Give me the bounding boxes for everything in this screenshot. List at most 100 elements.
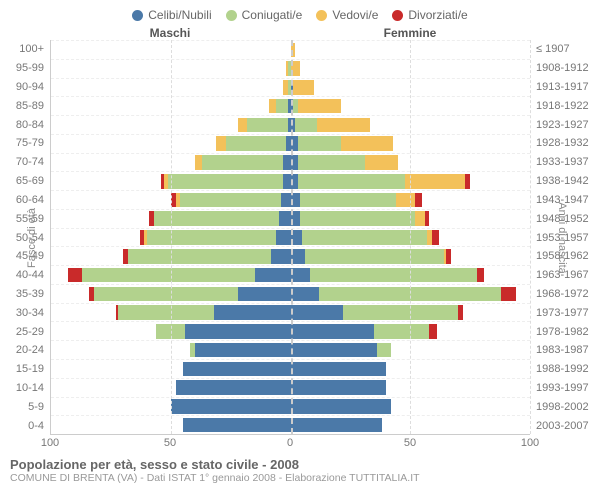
bar-segment-coniugati [374,324,429,339]
bar-segment-celibi [195,343,291,358]
y-axis-label-right: Anni di nascita [556,202,568,274]
age-label: 15-19 [0,360,44,379]
bar-segment-vedovi [293,80,315,95]
bar-segment-vedovi [216,136,226,151]
age-label: 30-34 [0,303,44,322]
bar-segment-celibi [281,193,291,208]
bar-segment-celibi [291,418,382,433]
bar-segment-divorziati [477,268,484,283]
bar-segment-coniugati [298,174,406,189]
legend-swatch [392,10,403,21]
age-label: 70-74 [0,153,44,172]
bar-segment-vedovi [365,155,399,170]
bar-segment-vedovi [238,118,248,133]
bar-segment-celibi [279,211,291,226]
bar-segment-vedovi [269,99,276,114]
bar-segment-coniugati [343,305,458,320]
footer: Popolazione per età, sesso e stato civil… [0,453,600,484]
x-tick: 100 [41,437,59,449]
stacked-bar [291,324,437,339]
age-label: 40-44 [0,266,44,285]
bar-segment-coniugati [300,211,415,226]
bar-segment-coniugati [118,305,214,320]
plot-area [50,40,530,435]
age-label: 90-94 [0,78,44,97]
stacked-bar [156,324,290,339]
birth-label: 2003-2007 [536,416,600,435]
birth-label: 1928-1932 [536,134,600,153]
stacked-bar [291,118,370,133]
stacked-bar [216,136,290,151]
bar-segment-celibi [291,324,375,339]
birth-label: 1973-1977 [536,303,600,322]
x-axis: 10050050100 [50,435,530,453]
bar-segment-celibi [238,287,291,302]
birth-label: 1908-1912 [536,59,600,78]
legend-label: Celibi/Nubili [148,8,211,22]
age-label: 75-79 [0,134,44,153]
legend: Celibi/Nubili Coniugati/e Vedovi/e Divorzia… [0,0,600,26]
legend-label: Divorziati/e [408,8,467,22]
bar-segment-coniugati [298,136,341,151]
age-label: 65-69 [0,172,44,191]
stacked-bar [291,287,516,302]
bar-segment-coniugati [305,249,444,264]
bar-segment-coniugati [276,99,288,114]
header-male: Maschi [50,26,290,40]
bar-segment-celibi [283,174,290,189]
stacked-bar [171,399,291,414]
bar-segment-divorziati [501,287,515,302]
bar-segment-celibi [171,399,291,414]
age-label: 25-29 [0,322,44,341]
bar-segment-celibi [291,305,344,320]
stacked-bar [291,174,471,189]
birth-label: 1948-1952 [536,209,600,228]
bar-segment-celibi [291,380,387,395]
bar-segment-vedovi [415,211,425,226]
age-label: 35-39 [0,285,44,304]
bar-segment-vedovi [317,118,370,133]
bar-segment-celibi [291,343,377,358]
bar-segment-celibi [183,362,291,377]
chart-subtitle: COMUNE DI BRENTA (VA) - Dati ISTAT 1° ge… [10,472,590,484]
bar-segment-coniugati [147,230,276,245]
bar-segment-coniugati [94,287,238,302]
stacked-bar [123,249,291,264]
age-label: 10-14 [0,379,44,398]
bar-segment-divorziati [425,211,430,226]
stacked-bar [291,136,394,151]
legend-swatch [132,10,143,21]
age-label: 95-99 [0,59,44,78]
age-label: 85-89 [0,96,44,115]
stacked-bar [291,399,392,414]
bar-segment-coniugati [154,211,279,226]
stacked-bar [291,305,463,320]
bar-segment-celibi [185,324,290,339]
age-label: 100+ [0,40,44,59]
birth-label: 1953-1957 [536,228,600,247]
birth-label: 1938-1942 [536,172,600,191]
x-tick: 0 [287,437,293,449]
bar-segment-celibi [291,399,392,414]
birth-label: 1923-1927 [536,115,600,134]
legend-item: Vedovi/e [316,8,378,22]
bar-segment-divorziati [429,324,436,339]
stacked-bar [140,230,291,245]
x-tick: 50 [164,437,176,449]
legend-item: Celibi/Nubili [132,8,211,22]
legend-item: Coniugati/e [226,8,303,22]
age-label: 80-84 [0,115,44,134]
chart-title: Popolazione per età, sesso e stato civil… [10,457,590,472]
stacked-bar [171,193,291,208]
y-axis-label-left: Fasce di età [26,208,38,268]
bar-segment-celibi [255,268,291,283]
legend-label: Vedovi/e [332,8,378,22]
bar-segment-coniugati [128,249,272,264]
stacked-bar [291,418,382,433]
bar-segment-coniugati [202,155,283,170]
stacked-bar [283,80,290,95]
birth-label: 1943-1947 [536,191,600,210]
bar-segment-coniugati [168,174,283,189]
stacked-bar [161,174,290,189]
stacked-bar [176,380,291,395]
